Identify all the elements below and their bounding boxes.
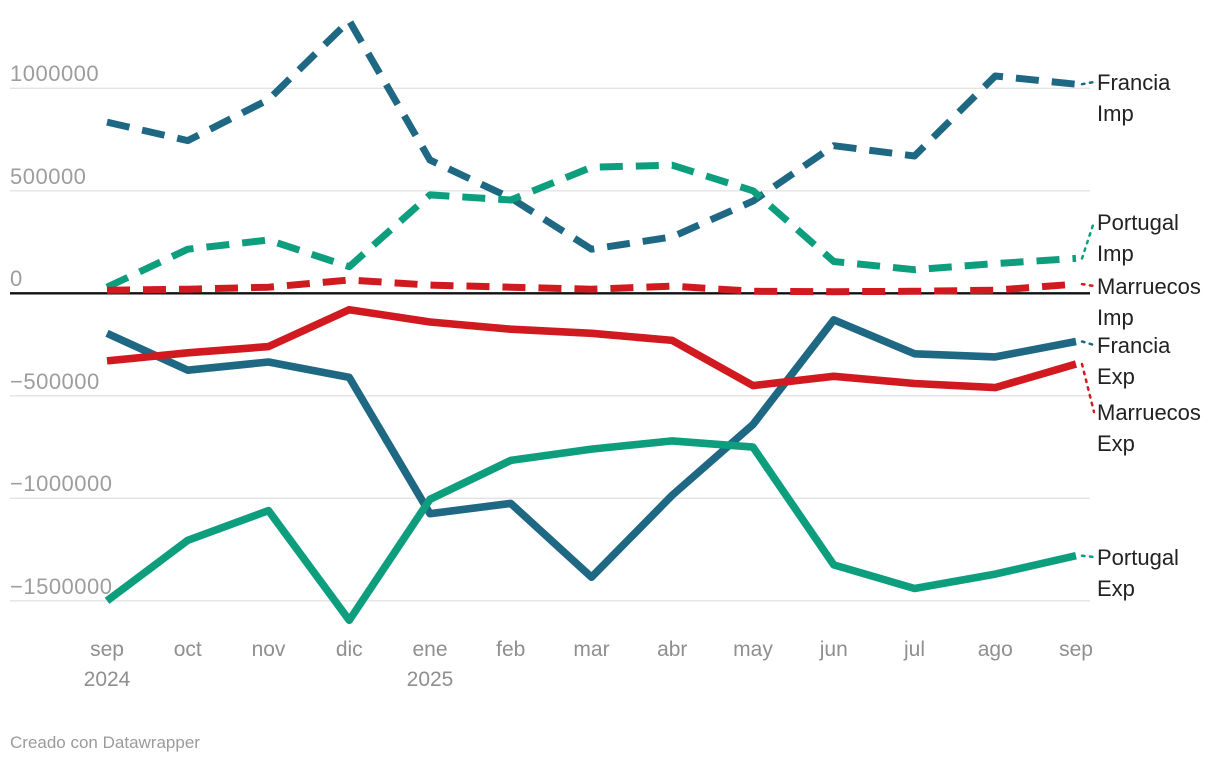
series-label-line: Portugal: [1097, 545, 1179, 570]
series-label-line: Exp: [1097, 431, 1135, 456]
x-tick-label: sep: [90, 638, 124, 661]
x-tick-label: nov: [251, 638, 286, 661]
leader-line-portugal-imp: [1080, 220, 1096, 260]
series-label-marruecos-imp: Marruecos Imp: [1097, 271, 1219, 333]
leader-line-marruecos-exp: [1080, 362, 1096, 414]
series-line-francia-imp: [106, 17, 1077, 253]
leader-line-marruecos-imp: [1080, 282, 1096, 288]
x-tick-label: may: [733, 638, 773, 661]
x-tick-label: feb: [496, 638, 526, 661]
series-label-francia-imp: Francia Imp: [1097, 67, 1219, 129]
y-tick-label: −1000000: [10, 471, 113, 497]
series-label-portugal-imp: Portugal Imp: [1097, 207, 1219, 269]
series-label-line: Marruecos: [1097, 400, 1201, 425]
series-line-marruecos-imp: [106, 276, 1077, 296]
y-tick-label: 0: [10, 266, 23, 292]
series-label-line: Imp: [1097, 305, 1134, 330]
y-tick-label: −1500000: [10, 573, 113, 599]
series-label-line: Francia: [1097, 70, 1171, 95]
series-line-marruecos-exp: [106, 305, 1078, 392]
series-label-marruecos-exp: Marruecos Exp: [1097, 397, 1219, 459]
x-year-label: 2025: [406, 668, 454, 691]
series-label-line: Imp: [1097, 101, 1134, 126]
series-label-portugal-exp: Portugal Exp: [1097, 542, 1219, 604]
x-tick-label: ago: [977, 638, 1013, 661]
credit-text[interactable]: Creado con Datawrapper: [10, 733, 200, 752]
x-tick-label: sep: [1059, 638, 1093, 661]
leader-line-francia-imp: [1080, 80, 1096, 86]
series-line-portugal-exp: [104, 437, 1077, 625]
series-label-line: Imp: [1097, 241, 1134, 266]
series-line-francia-exp: [105, 316, 1077, 582]
series-label-line: Exp: [1097, 364, 1135, 389]
x-tick-label: jul: [903, 638, 926, 661]
series-label-francia-exp: Francia Exp: [1097, 330, 1219, 392]
series-line-portugal-imp: [105, 161, 1077, 291]
y-tick-label: 1000000: [10, 61, 100, 87]
series-label-line: Portugal: [1097, 210, 1179, 235]
x-tick-label: abr: [657, 638, 688, 661]
series-label-line: Francia: [1097, 333, 1171, 358]
y-tick-label: −500000: [10, 368, 100, 394]
series-label-line: Marruecos: [1097, 274, 1201, 299]
x-tick-label: ene: [412, 638, 448, 661]
x-tick-label: mar: [573, 638, 610, 661]
x-year-label: 2024: [83, 668, 131, 691]
leader-line-portugal-exp: [1080, 554, 1096, 559]
leader-line-francia-exp: [1080, 340, 1096, 347]
series-label-line: Exp: [1097, 576, 1135, 601]
x-tick-label: dic: [335, 638, 363, 661]
x-tick-label: jun: [819, 638, 848, 661]
x-tick-label: oct: [173, 638, 202, 661]
y-tick-label: 500000: [10, 163, 87, 189]
